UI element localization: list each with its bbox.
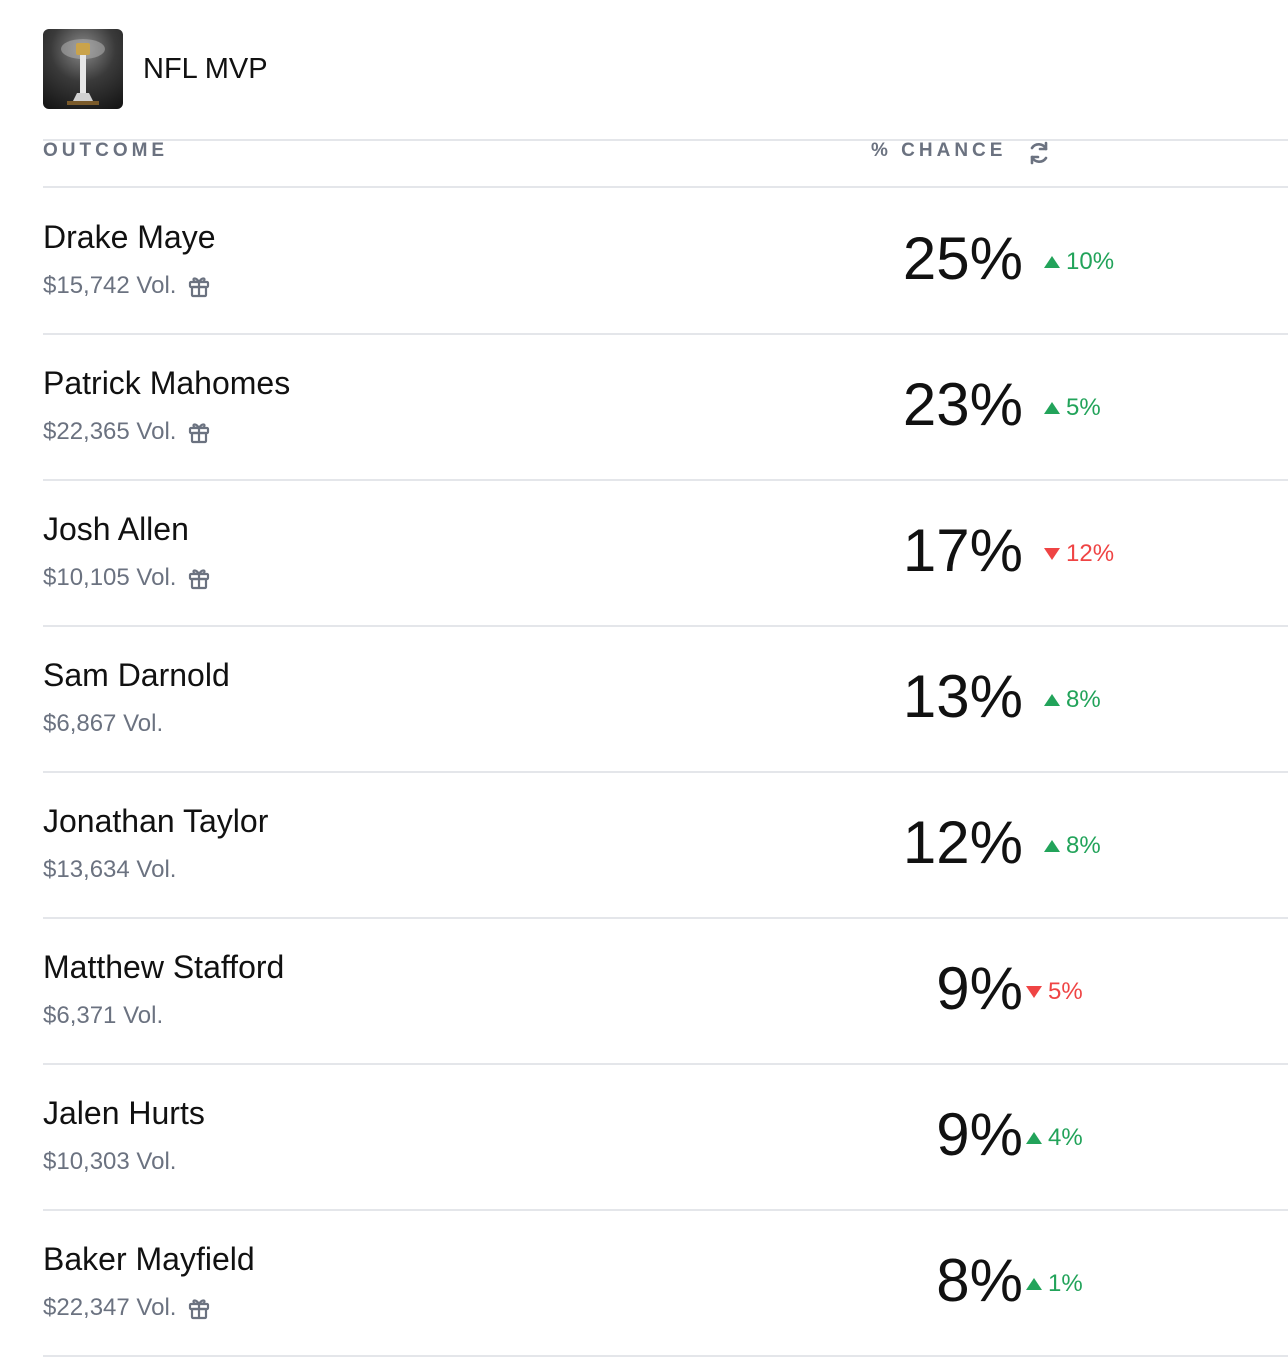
arrow-up-icon <box>1044 256 1060 268</box>
outcome-row[interactable]: Jalen Hurts $10,303 Vol. 9% 4% <box>43 1063 1288 1209</box>
change-up: 10% <box>1044 248 1114 276</box>
change-value: 5% <box>1066 394 1101 421</box>
chance-percent: 9% <box>936 955 1023 1022</box>
gift-icon[interactable] <box>186 273 212 299</box>
row-divider <box>43 917 1288 919</box>
volume-text: $15,742 Vol. <box>43 272 177 299</box>
volume-text: $6,867 Vol. <box>43 710 164 737</box>
arrow-up-icon <box>1044 402 1060 414</box>
gift-icon[interactable] <box>186 419 212 445</box>
volume-text: $10,303 Vol. <box>43 1148 177 1175</box>
row-divider <box>43 625 1288 627</box>
change-value: 10% <box>1066 248 1115 275</box>
outcome-name: Drake Maye <box>43 219 216 255</box>
change-value: 1% <box>1048 1270 1083 1297</box>
row-divider <box>43 771 1288 773</box>
chance-percent: 9% <box>936 1101 1023 1168</box>
outcome-volume: $10,105 Vol. <box>43 564 212 592</box>
chance-column-header: % CHANCE <box>871 140 1007 161</box>
outcome-column-header: OUTCOME <box>43 140 169 161</box>
row-divider <box>43 333 1288 335</box>
change-up: 1% <box>1026 1270 1083 1298</box>
arrow-down-icon <box>1026 986 1042 998</box>
change-up: 8% <box>1044 686 1101 714</box>
outcome-volume: $6,867 Vol. <box>43 710 163 738</box>
outcome-row[interactable]: Patrick Mahomes $22,365 Vol. 23% 5% <box>43 333 1288 479</box>
change-down: 5% <box>1026 978 1083 1006</box>
chance-percent: 25% <box>902 225 1023 292</box>
chance-percent: 13% <box>902 663 1023 730</box>
outcome-row[interactable]: Baker Mayfield $22,347 Vol. 8% 1% <box>43 1209 1288 1355</box>
column-header-divider <box>43 186 1288 188</box>
change-up: 5% <box>1044 394 1101 422</box>
gift-icon[interactable] <box>186 1295 212 1321</box>
volume-text: $10,105 Vol. <box>43 564 177 591</box>
chance-percent: 8% <box>936 1247 1023 1314</box>
outcome-row[interactable]: Sam Darnold $6,867 Vol. 13% 8% <box>43 625 1288 771</box>
outcome-row[interactable]: Josh Allen $10,105 Vol. 17% 12% <box>43 479 1288 625</box>
outcome-name: Jonathan Taylor <box>43 803 269 839</box>
outcome-name: Baker Mayfield <box>43 1241 255 1277</box>
change-value: 4% <box>1048 1124 1083 1151</box>
arrow-down-icon <box>1044 548 1060 560</box>
arrow-up-icon <box>1044 694 1060 706</box>
outcome-row[interactable]: Jonathan Taylor $13,634 Vol. 12% 8% <box>43 771 1288 917</box>
change-up: 8% <box>1044 832 1101 860</box>
outcome-volume: $22,347 Vol. <box>43 1294 212 1322</box>
change-value: 8% <box>1066 832 1101 859</box>
arrow-up-icon <box>1044 840 1060 852</box>
arrow-up-icon <box>1026 1132 1042 1144</box>
change-value: 8% <box>1066 686 1101 713</box>
change-down: 12% <box>1044 540 1114 568</box>
chance-percent: 23% <box>902 371 1023 438</box>
row-divider <box>43 1355 1288 1357</box>
outcome-volume: $10,303 Vol. <box>43 1148 176 1176</box>
volume-text: $6,371 Vol. <box>43 1002 164 1029</box>
outcome-volume: $13,634 Vol. <box>43 856 176 884</box>
outcome-volume: $22,365 Vol. <box>43 418 212 446</box>
outcome-volume: $6,371 Vol. <box>43 1002 163 1030</box>
gift-icon[interactable] <box>186 565 212 591</box>
market-header: NFL MVP <box>43 29 268 109</box>
chance-percent: 12% <box>902 809 1023 876</box>
outcome-name: Matthew Stafford <box>43 949 285 985</box>
market-title: NFL MVP <box>143 52 268 85</box>
row-divider <box>43 1063 1288 1065</box>
change-up: 4% <box>1026 1124 1083 1152</box>
outcome-name: Josh Allen <box>43 511 189 547</box>
outcome-name: Patrick Mahomes <box>43 365 291 401</box>
trophy-icon <box>61 39 105 105</box>
change-value: 5% <box>1048 978 1083 1005</box>
volume-text: $22,347 Vol. <box>43 1294 177 1321</box>
volume-text: $13,634 Vol. <box>43 856 177 883</box>
arrow-up-icon <box>1026 1278 1042 1290</box>
outcome-volume: $15,742 Vol. <box>43 272 212 300</box>
header-divider <box>43 139 1288 141</box>
volume-text: $22,365 Vol. <box>43 418 177 445</box>
market-image[interactable] <box>43 29 123 109</box>
outcome-row[interactable]: Drake Maye $15,742 Vol. 25% 10% <box>43 187 1288 333</box>
refresh-icon[interactable] <box>1026 140 1052 166</box>
outcome-name: Jalen Hurts <box>43 1095 205 1131</box>
change-value: 12% <box>1066 540 1115 567</box>
outcome-name: Sam Darnold <box>43 657 230 693</box>
row-divider <box>43 479 1288 481</box>
row-divider <box>43 1209 1288 1211</box>
chance-percent: 17% <box>902 517 1023 584</box>
outcome-row[interactable]: Matthew Stafford $6,371 Vol. 9% 5% <box>43 917 1288 1063</box>
